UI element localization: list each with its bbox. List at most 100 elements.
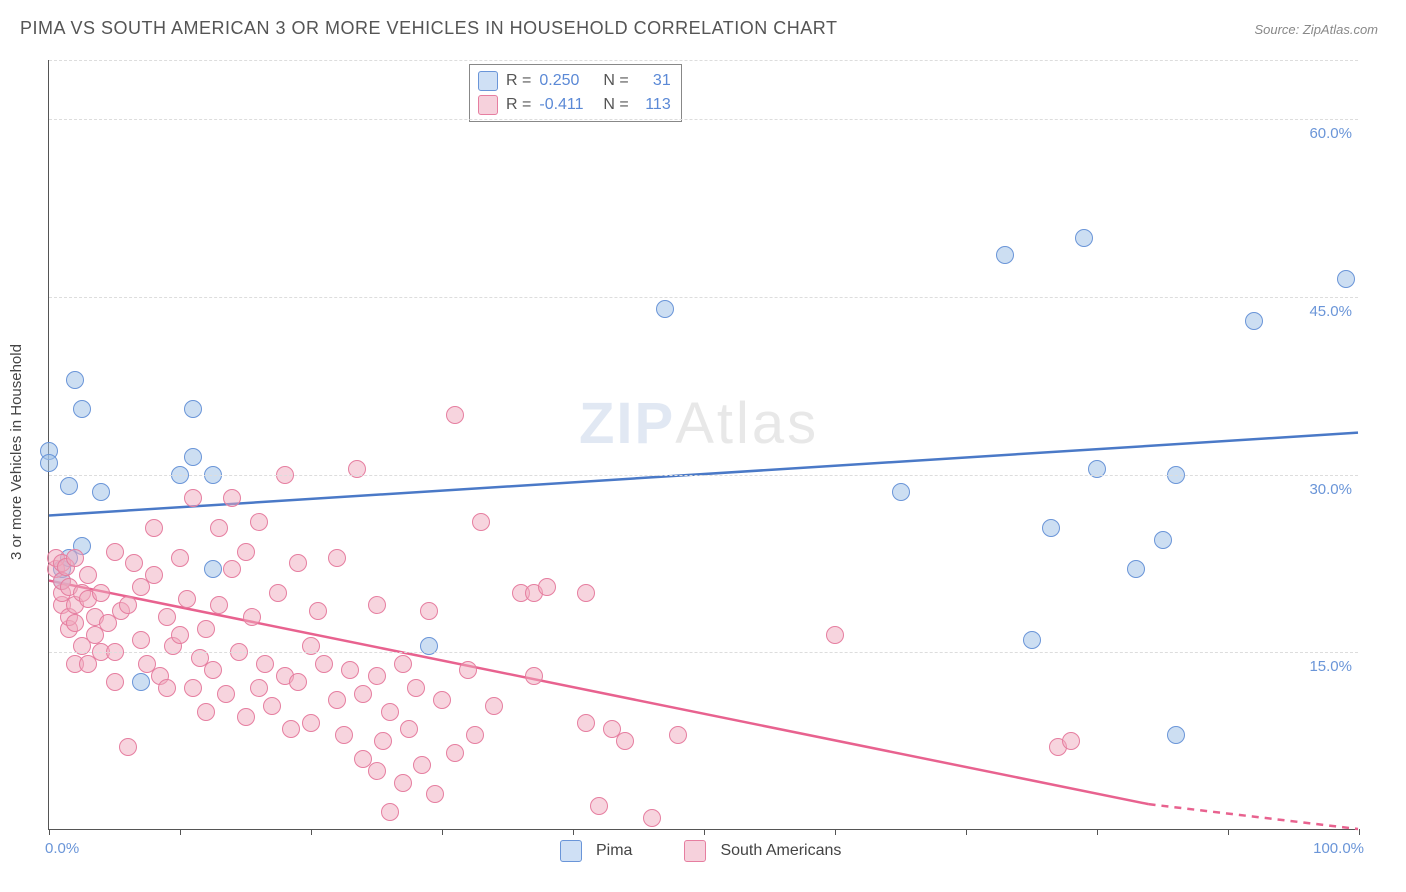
scatter-point-sa bbox=[66, 549, 84, 567]
scatter-point-sa bbox=[381, 703, 399, 721]
scatter-point-sa bbox=[394, 655, 412, 673]
scatter-point-sa bbox=[171, 549, 189, 567]
scatter-point-sa bbox=[472, 513, 490, 531]
scatter-point-pima bbox=[60, 477, 78, 495]
scatter-point-sa bbox=[217, 685, 235, 703]
chart-title: PIMA VS SOUTH AMERICAN 3 OR MORE VEHICLE… bbox=[20, 18, 837, 39]
scatter-point-sa bbox=[368, 667, 386, 685]
scatter-point-sa bbox=[328, 549, 346, 567]
scatter-point-sa bbox=[826, 626, 844, 644]
scatter-point-sa bbox=[66, 614, 84, 632]
scatter-point-sa bbox=[335, 726, 353, 744]
scatter-point-sa bbox=[459, 661, 477, 679]
scatter-point-sa bbox=[145, 566, 163, 584]
scatter-point-pima bbox=[92, 483, 110, 501]
scatter-point-sa bbox=[289, 554, 307, 572]
scatter-point-sa bbox=[538, 578, 556, 596]
legend: Pima South Americans bbox=[560, 840, 841, 862]
legend-label-pima: Pima bbox=[596, 842, 632, 860]
scatter-point-sa bbox=[525, 667, 543, 685]
scatter-point-pima bbox=[1023, 631, 1041, 649]
scatter-point-sa bbox=[643, 809, 661, 827]
scatter-point-sa bbox=[368, 762, 386, 780]
scatter-point-sa bbox=[92, 584, 110, 602]
scatter-point-sa bbox=[309, 602, 327, 620]
scatter-point-sa bbox=[184, 489, 202, 507]
x-tick-label-right: 100.0% bbox=[1313, 840, 1364, 857]
scatter-point-pima bbox=[1154, 531, 1172, 549]
scatter-point-sa bbox=[263, 697, 281, 715]
swatch-blue-icon bbox=[560, 840, 582, 862]
scatter-point-pima bbox=[184, 400, 202, 418]
chart-container: PIMA VS SOUTH AMERICAN 3 OR MORE VEHICLE… bbox=[0, 0, 1406, 892]
scatter-point-sa bbox=[381, 803, 399, 821]
scatter-point-sa bbox=[302, 714, 320, 732]
scatter-point-sa bbox=[420, 602, 438, 620]
x-tick-label-left: 0.0% bbox=[45, 840, 79, 857]
gridline bbox=[49, 297, 1358, 298]
scatter-point-sa bbox=[210, 519, 228, 537]
scatter-point-sa bbox=[446, 406, 464, 424]
scatter-point-sa bbox=[197, 703, 215, 721]
scatter-point-pima bbox=[656, 300, 674, 318]
scatter-point-pima bbox=[132, 673, 150, 691]
scatter-point-sa bbox=[590, 797, 608, 815]
gridline bbox=[49, 475, 1358, 476]
scatter-point-sa bbox=[210, 596, 228, 614]
scatter-point-sa bbox=[250, 679, 268, 697]
scatter-point-sa bbox=[289, 673, 307, 691]
scatter-point-sa bbox=[119, 596, 137, 614]
scatter-point-pima bbox=[1167, 726, 1185, 744]
scatter-point-sa bbox=[269, 584, 287, 602]
x-tick bbox=[966, 829, 967, 835]
y-tick-label: 60.0% bbox=[1309, 125, 1352, 142]
stats-box: R = 0.250 N = 31 R = -0.411 N = 113 bbox=[469, 64, 682, 122]
scatter-point-sa bbox=[256, 655, 274, 673]
swatch-pink-icon bbox=[684, 840, 706, 862]
scatter-point-sa bbox=[426, 785, 444, 803]
scatter-point-sa bbox=[400, 720, 418, 738]
x-tick bbox=[1359, 829, 1360, 835]
legend-label-sa: South Americans bbox=[720, 842, 841, 860]
stat-value-r: -0.411 bbox=[539, 93, 595, 117]
scatter-point-sa bbox=[485, 697, 503, 715]
scatter-point-sa bbox=[577, 584, 595, 602]
scatter-point-sa bbox=[669, 726, 687, 744]
scatter-point-pima bbox=[204, 560, 222, 578]
scatter-point-sa bbox=[407, 679, 425, 697]
scatter-point-sa bbox=[354, 685, 372, 703]
scatter-point-sa bbox=[125, 554, 143, 572]
x-tick bbox=[49, 829, 50, 835]
scatter-point-pima bbox=[40, 454, 58, 472]
scatter-point-sa bbox=[223, 560, 241, 578]
scatter-point-pima bbox=[73, 400, 91, 418]
stats-row-sa: R = -0.411 N = 113 bbox=[478, 93, 671, 117]
stat-value-n: 31 bbox=[637, 69, 671, 93]
x-tick bbox=[442, 829, 443, 835]
stat-label-n: N = bbox=[603, 93, 628, 117]
scatter-point-sa bbox=[341, 661, 359, 679]
scatter-point-sa bbox=[223, 489, 241, 507]
scatter-point-sa bbox=[119, 738, 137, 756]
scatter-point-sa bbox=[79, 566, 97, 584]
y-axis-label: 3 or more Vehicles in Household bbox=[8, 344, 25, 560]
scatter-point-sa bbox=[368, 596, 386, 614]
scatter-point-pima bbox=[184, 448, 202, 466]
y-tick-label: 45.0% bbox=[1309, 303, 1352, 320]
x-tick bbox=[180, 829, 181, 835]
x-tick bbox=[573, 829, 574, 835]
stats-row-pima: R = 0.250 N = 31 bbox=[478, 69, 671, 93]
scatter-point-sa bbox=[413, 756, 431, 774]
scatter-point-pima bbox=[1127, 560, 1145, 578]
scatter-point-sa bbox=[616, 732, 634, 750]
scatter-point-pima bbox=[66, 371, 84, 389]
scatter-point-pima bbox=[996, 246, 1014, 264]
scatter-point-sa bbox=[132, 631, 150, 649]
swatch-pink-icon bbox=[478, 95, 498, 115]
stat-label-r: R = bbox=[506, 69, 531, 93]
scatter-point-sa bbox=[243, 608, 261, 626]
x-tick bbox=[311, 829, 312, 835]
trend-line bbox=[49, 581, 1149, 805]
swatch-blue-icon bbox=[478, 71, 498, 91]
scatter-point-sa bbox=[171, 626, 189, 644]
